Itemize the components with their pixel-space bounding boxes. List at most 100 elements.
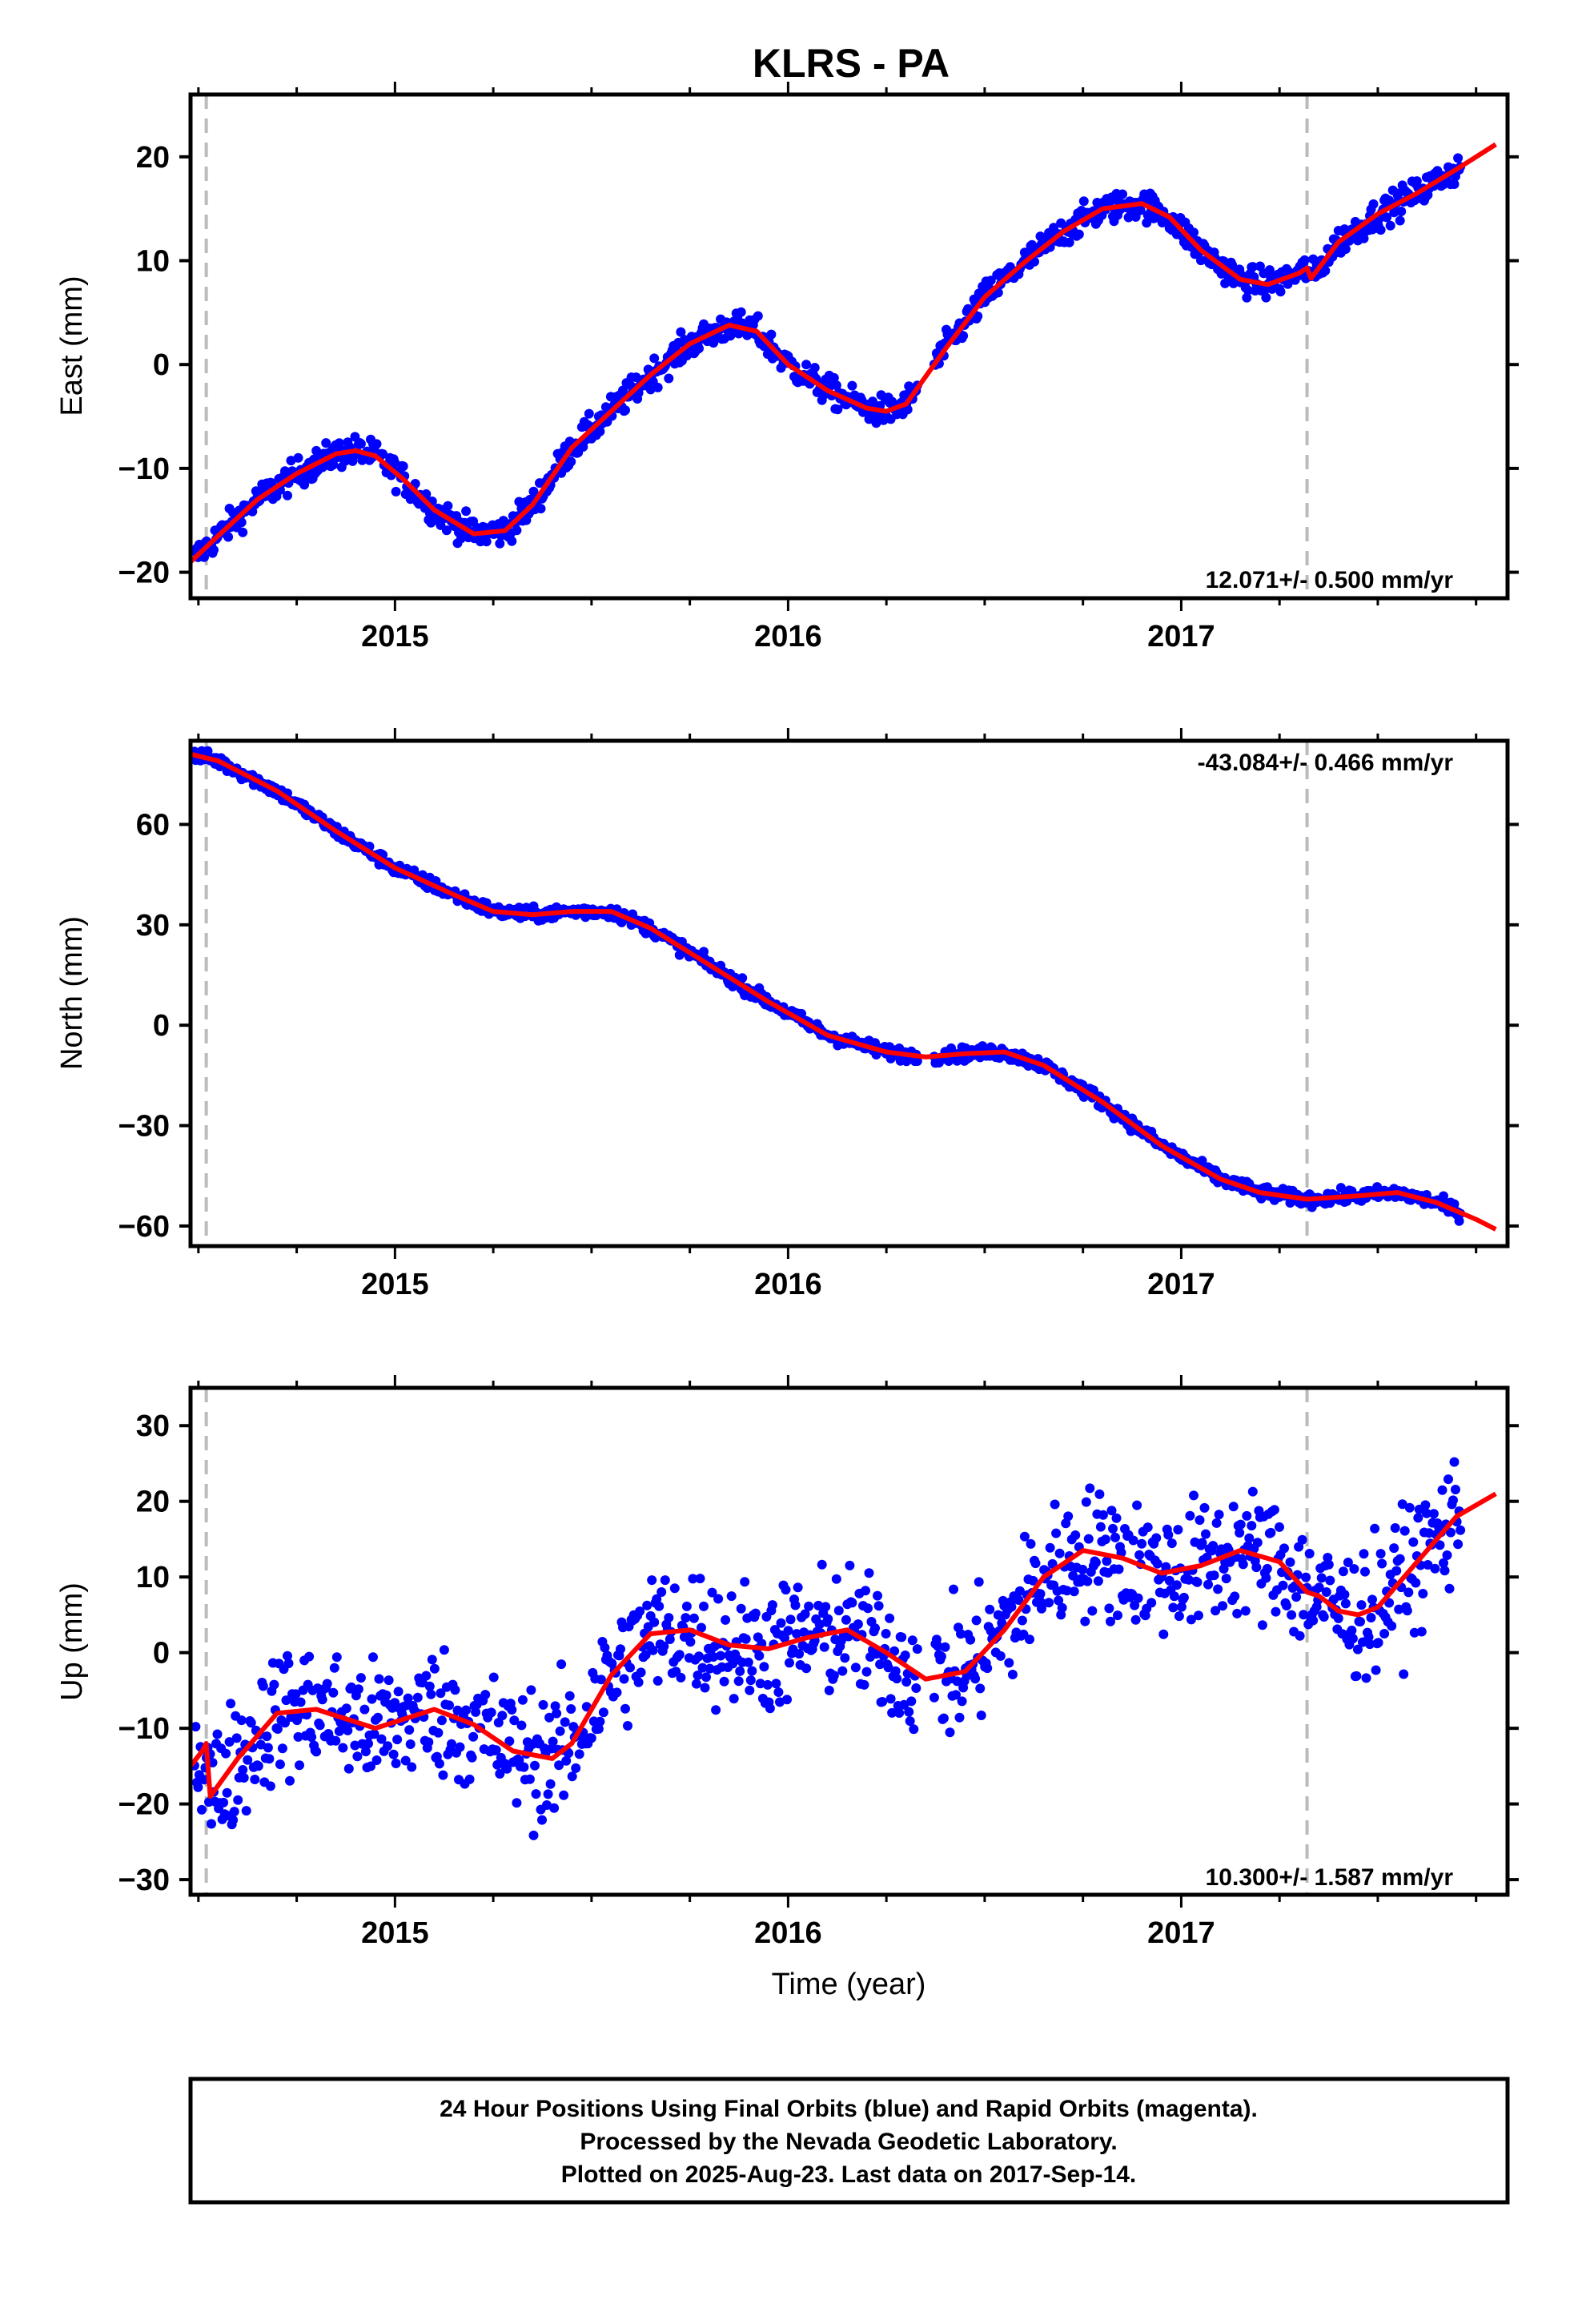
data-point bbox=[1214, 1510, 1224, 1520]
data-point bbox=[1390, 1523, 1400, 1533]
y-tick-label: 30 bbox=[136, 1409, 170, 1443]
data-point bbox=[1026, 1538, 1036, 1549]
data-point bbox=[1418, 1589, 1428, 1598]
data-point bbox=[421, 1671, 432, 1681]
data-point bbox=[1373, 1638, 1383, 1648]
data-point bbox=[471, 1707, 481, 1717]
fit-curve bbox=[188, 142, 1497, 564]
data-point bbox=[212, 1729, 223, 1739]
data-point bbox=[293, 1731, 303, 1742]
data-point bbox=[1261, 1573, 1271, 1583]
data-point bbox=[794, 1649, 805, 1659]
data-point bbox=[1218, 1601, 1228, 1611]
data-point bbox=[1197, 1538, 1207, 1548]
data-point bbox=[264, 1754, 275, 1764]
data-point bbox=[293, 452, 303, 463]
data-point bbox=[877, 1697, 888, 1707]
data-point bbox=[1360, 1566, 1370, 1577]
data-point bbox=[1164, 1575, 1174, 1586]
data-point bbox=[697, 1622, 706, 1633]
panel-east: −20 −10 0 10 20 2015 2016 2017 East (mm) 12.071… bbox=[55, 82, 1519, 653]
data-point bbox=[713, 1594, 724, 1604]
data-point bbox=[1416, 1626, 1427, 1637]
data-point bbox=[467, 1752, 477, 1763]
data-point bbox=[847, 1598, 857, 1608]
data-point bbox=[393, 1687, 404, 1697]
data-point bbox=[801, 360, 812, 370]
data-point bbox=[1169, 1591, 1179, 1602]
data-point bbox=[887, 1707, 897, 1718]
data-point bbox=[986, 275, 996, 286]
data-point bbox=[635, 1606, 645, 1616]
data-point bbox=[1343, 1558, 1353, 1567]
data-point bbox=[424, 1737, 434, 1747]
data-point bbox=[973, 311, 983, 321]
data-point bbox=[238, 527, 248, 537]
data-point bbox=[1442, 1550, 1452, 1560]
data-point bbox=[780, 1633, 789, 1643]
data-point bbox=[1411, 1578, 1421, 1588]
data-point bbox=[236, 1715, 247, 1726]
data-point bbox=[488, 1672, 499, 1683]
data-point bbox=[228, 1815, 239, 1825]
data-point bbox=[762, 1679, 773, 1690]
data-point bbox=[633, 1677, 644, 1687]
data-point bbox=[1151, 1533, 1162, 1543]
data-point bbox=[1349, 1564, 1359, 1574]
data-point bbox=[709, 1652, 719, 1662]
data-point bbox=[1371, 1665, 1381, 1675]
data-point bbox=[831, 1574, 841, 1584]
data-point bbox=[1439, 1558, 1448, 1568]
data-point bbox=[1304, 1549, 1315, 1558]
y-tick-label: −30 bbox=[118, 1864, 170, 1897]
data-points bbox=[189, 746, 1466, 1226]
data-point bbox=[1355, 1617, 1365, 1626]
data-point bbox=[231, 1733, 242, 1743]
data-point bbox=[1382, 212, 1392, 223]
data-point bbox=[709, 338, 719, 348]
data-point bbox=[1081, 1497, 1091, 1507]
data-point bbox=[542, 1800, 552, 1810]
data-point bbox=[1093, 1576, 1103, 1586]
data-point bbox=[1443, 1474, 1453, 1485]
data-point bbox=[1014, 1586, 1025, 1596]
data-point bbox=[1359, 1549, 1369, 1559]
y-tick-label: 20 bbox=[136, 141, 170, 175]
data-point bbox=[883, 1663, 893, 1673]
x-tick-label: 2017 bbox=[1147, 620, 1215, 653]
data-point bbox=[1035, 1589, 1046, 1599]
data-point bbox=[985, 1604, 995, 1614]
data-point bbox=[315, 1720, 325, 1731]
data-point bbox=[544, 1712, 555, 1723]
data-point bbox=[1057, 1602, 1067, 1613]
x-tick-label: 2015 bbox=[361, 620, 429, 653]
data-point bbox=[495, 1769, 505, 1779]
data-point bbox=[491, 1745, 501, 1755]
data-point bbox=[461, 1705, 472, 1715]
data-point bbox=[1211, 1606, 1221, 1616]
data-point bbox=[283, 1651, 292, 1661]
data-point bbox=[804, 1601, 814, 1611]
data-point bbox=[1340, 1598, 1351, 1609]
data-point bbox=[1247, 262, 1258, 272]
data-point bbox=[1379, 1629, 1390, 1638]
data-point bbox=[219, 1797, 229, 1807]
data-point bbox=[1130, 1600, 1140, 1610]
data-point bbox=[502, 1763, 512, 1774]
data-point bbox=[1030, 1558, 1041, 1569]
data-point bbox=[556, 1659, 567, 1670]
y-tick-label: 10 bbox=[136, 1561, 170, 1594]
data-point bbox=[785, 1658, 794, 1668]
x-tick-label: 2016 bbox=[754, 1916, 822, 1950]
data-point bbox=[976, 1711, 986, 1720]
data-point bbox=[1213, 1584, 1223, 1594]
data-point bbox=[693, 1671, 703, 1680]
data-point bbox=[543, 1789, 553, 1799]
data-point bbox=[711, 1705, 721, 1715]
vertical-markers bbox=[204, 94, 1309, 598]
data-point bbox=[262, 1731, 272, 1742]
data-point bbox=[331, 1652, 342, 1663]
data-point bbox=[480, 1690, 491, 1700]
data-point bbox=[567, 1771, 577, 1782]
data-point bbox=[954, 1712, 965, 1723]
